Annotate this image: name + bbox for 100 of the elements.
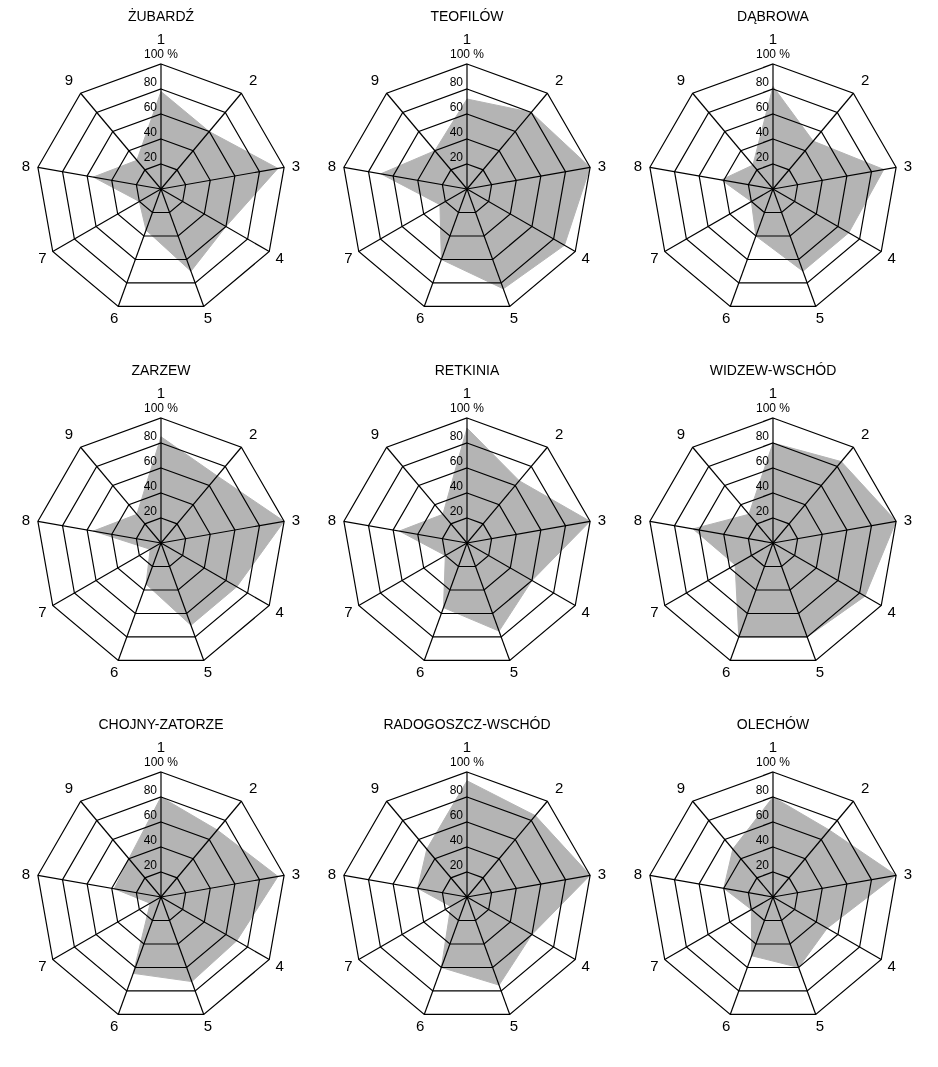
spoke-label: 7: [38, 957, 47, 974]
y-tick-label: 100: [449, 401, 471, 415]
spoke-label: 8: [633, 156, 643, 174]
y-tick-label: 40: [755, 833, 770, 847]
y-tick-label: 20: [143, 150, 158, 164]
chart-title: OLECHÓW: [735, 716, 811, 734]
text: %: [776, 401, 791, 415]
y-tick-label: 100: [755, 401, 777, 415]
spoke-label: 7: [38, 603, 47, 620]
spoke-label: 1: [462, 383, 472, 401]
spoke-label: 2: [554, 424, 564, 442]
spoke-label: 4: [275, 603, 284, 620]
y-tick-label: 80: [755, 783, 770, 797]
y-tick-label: 60: [755, 808, 770, 822]
spoke-label: 3: [903, 156, 913, 174]
y-tick-label: 60: [755, 100, 770, 114]
text: %: [776, 755, 791, 769]
spoke-label: 3: [597, 156, 607, 174]
spoke-label: 6: [415, 663, 425, 681]
spoke-label: 9: [370, 424, 380, 442]
spoke-label: 2: [554, 778, 564, 796]
spoke-label: 6: [415, 309, 425, 327]
spoke-label: 4: [275, 249, 284, 266]
y-tick-label: 40: [755, 125, 770, 139]
spoke-label: 4: [887, 957, 896, 974]
y-tick-label: 60: [143, 454, 158, 468]
spoke-label: 2: [248, 70, 258, 88]
y-tick-label: 80: [755, 429, 770, 443]
spoke-label: 5: [203, 663, 213, 681]
spoke-label: 4: [275, 957, 284, 974]
spoke-label: 5: [203, 1017, 213, 1035]
spoke-label: 4: [887, 603, 896, 620]
chart-title: CHOJNY-ZATORZE: [97, 716, 225, 734]
spoke-label: 5: [509, 663, 519, 681]
text: %: [470, 755, 485, 769]
spoke-label: 4: [581, 957, 590, 974]
spoke-label: 3: [291, 510, 301, 528]
y-tick-label: 80: [449, 75, 464, 89]
spoke-label: 8: [21, 864, 31, 882]
spoke-label: 8: [327, 510, 337, 528]
spoke-label: 8: [21, 510, 31, 528]
spoke-label: 7: [650, 249, 659, 266]
y-tick-label: 40: [143, 125, 158, 139]
spoke-label: 1: [768, 383, 778, 401]
spoke-label: 6: [721, 309, 731, 327]
y-tick-label: 60: [449, 808, 464, 822]
spoke-label: 2: [554, 70, 564, 88]
spoke-label: 2: [860, 70, 870, 88]
y-tick-label: 20: [143, 858, 158, 872]
spoke-label: 1: [768, 737, 778, 755]
spoke-label: 7: [344, 957, 353, 974]
spoke-label: 1: [768, 29, 778, 47]
spoke-label: 5: [815, 1017, 825, 1035]
y-tick-label: 20: [143, 504, 158, 518]
y-tick-label: 80: [755, 75, 770, 89]
spoke-label: 6: [109, 663, 119, 681]
spoke-label: 1: [156, 29, 166, 47]
chart-title: TEOFILÓW: [429, 8, 505, 26]
y-tick-label: 100: [449, 47, 471, 61]
text: %: [164, 401, 179, 415]
chart-title: RADOGOSZCZ-WSCHÓD: [382, 716, 552, 734]
spoke-label: 6: [415, 1017, 425, 1035]
spoke-label: 1: [462, 29, 472, 47]
y-tick-label: 20: [449, 150, 464, 164]
spoke-label: 3: [291, 864, 301, 882]
spoke-label: 7: [344, 249, 353, 266]
y-tick-label: 20: [449, 504, 464, 518]
spoke-label: 1: [462, 737, 472, 755]
text: %: [470, 401, 485, 415]
chart-title: DĄBROWA: [736, 8, 810, 26]
spoke-label: 8: [327, 864, 337, 882]
y-tick-label: 40: [449, 125, 464, 139]
y-tick-label: 60: [143, 100, 158, 114]
chart-title: RETKINIA: [433, 362, 501, 380]
spoke-label: 9: [370, 70, 380, 88]
spoke-label: 9: [64, 778, 74, 796]
y-tick-label: 40: [449, 833, 464, 847]
spoke-label: 8: [327, 156, 337, 174]
spoke-label: 2: [860, 424, 870, 442]
spoke-label: 3: [291, 156, 301, 174]
y-tick-label: 40: [143, 833, 158, 847]
y-tick-label: 20: [755, 504, 770, 518]
y-tick-label: 100: [755, 755, 777, 769]
y-tick-label: 20: [755, 858, 770, 872]
spoke-label: 2: [248, 778, 258, 796]
spoke-label: 4: [887, 249, 896, 266]
spoke-label: 8: [21, 156, 31, 174]
spoke-label: 9: [676, 70, 686, 88]
spoke-label: 6: [721, 1017, 731, 1035]
spoke-label: 7: [650, 957, 659, 974]
chart-title: ŻUBARDŹ: [126, 8, 196, 26]
y-tick-label: 60: [143, 808, 158, 822]
spoke-label: 7: [650, 603, 659, 620]
spoke-label: 8: [633, 864, 643, 882]
spoke-label: 9: [676, 424, 686, 442]
spoke-label: 9: [64, 424, 74, 442]
y-tick-label: 60: [755, 454, 770, 468]
y-tick-label: 100: [143, 755, 165, 769]
spoke-label: 4: [581, 249, 590, 266]
spoke-label: 5: [509, 1017, 519, 1035]
